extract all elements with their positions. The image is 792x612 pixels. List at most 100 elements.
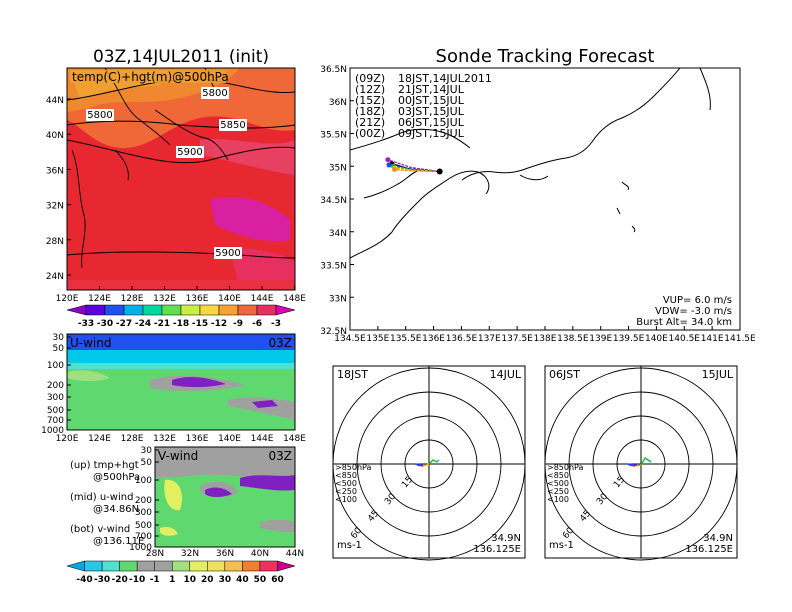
sonde-track xyxy=(394,168,440,173)
legend-time: 18JST,14JUL2011 xyxy=(398,72,492,85)
wind-colorbar-swatch xyxy=(119,560,138,572)
level-legend: >850hPa xyxy=(335,463,372,472)
u-wind-p-label: 500 xyxy=(47,406,64,416)
wind-colorbar-label: 30 xyxy=(219,575,232,585)
u-wind-lon-label: 132E xyxy=(153,434,176,444)
v-wind-frame xyxy=(154,446,296,548)
u-wind-lon-label: 144E xyxy=(251,434,274,444)
wind-colorbar-label: -1 xyxy=(150,575,160,585)
forecast-lon-label: 141.5E xyxy=(724,334,756,344)
contour-label-bg xyxy=(86,109,114,121)
contour-label-bg xyxy=(214,247,242,259)
colorbar-swatch xyxy=(104,304,125,316)
v-wind-lat-label: 28N xyxy=(146,549,164,559)
v-wind-label: V-wind xyxy=(158,449,198,463)
map-lon-label: 148E xyxy=(283,294,306,304)
colorbar-swatch xyxy=(199,304,220,316)
burst-point xyxy=(385,157,391,163)
forecast-lon-label: 137E xyxy=(478,334,501,344)
contour-label: 5800 xyxy=(87,110,112,121)
level-legend: <850 xyxy=(335,471,357,480)
v-wind-p-label: 100 xyxy=(135,476,152,486)
level-legend: <100 xyxy=(335,495,357,504)
burst-point xyxy=(392,167,398,173)
level-legend: <500 xyxy=(335,479,357,488)
colorbar-label: -24 xyxy=(135,319,151,329)
wind-profile-trace xyxy=(648,459,652,463)
note-up: (up) tmp+hgt xyxy=(70,460,139,471)
map-lat-label: 36N xyxy=(46,166,64,176)
forecast-lon-label: 138E xyxy=(534,334,557,344)
wind-colorbar-swatch xyxy=(171,560,191,572)
map-lat-ticks: 44N 40N 36N 32N 28N 24N xyxy=(46,96,71,282)
wind-colorbar-label: 1 xyxy=(169,575,175,585)
contour-label-bg xyxy=(219,119,247,131)
u-wind-frame xyxy=(66,333,296,431)
colorbar-label: -12 xyxy=(211,319,227,329)
colorbar-label: -3 xyxy=(271,319,281,329)
legend-run: (21Z) xyxy=(355,116,385,129)
u-wind-lon-label: 124E xyxy=(88,434,111,444)
contour-label: 5900 xyxy=(215,248,240,259)
wind-profile-trace xyxy=(634,464,642,467)
forecast-lon-label: 135.5E xyxy=(390,334,422,344)
v-wind-lat-label: 44N xyxy=(286,549,304,559)
forecast-lat-label: 35.5N xyxy=(320,131,347,141)
map-lat-label: 24N xyxy=(46,272,64,282)
colorbar-swatch xyxy=(142,304,163,316)
v-wind-time: 03Z xyxy=(269,449,293,463)
map-lat-label: 40N xyxy=(46,131,64,141)
vdw-value: VDW= -3.0 m/s xyxy=(655,306,732,317)
legend-run: (18Z) xyxy=(355,105,385,118)
forecast-lon-label: 136.5E xyxy=(446,334,478,344)
forecast-lon-label: 134.5E xyxy=(334,334,366,344)
map-frame xyxy=(66,67,296,291)
level-legend: <100 xyxy=(547,495,569,504)
u-wind-lon-label: 148E xyxy=(283,434,306,444)
wind-colorbar-swatch xyxy=(259,560,278,572)
level-legend: <250 xyxy=(547,487,569,496)
forecast-lat-label: 34.5N xyxy=(320,196,347,206)
legend-time: 03JST,15JUL xyxy=(398,105,465,118)
wind-profile-trace xyxy=(626,463,638,466)
wind-colorbar-swatch xyxy=(154,560,173,572)
map-lon-label: 120E xyxy=(56,294,79,304)
colorbar-swatch xyxy=(180,304,201,316)
panel-notes: (up) tmp+hgt @500hPa (mid) u-wind @34.86… xyxy=(70,460,144,547)
hodograph-date: 15JUL xyxy=(702,368,734,381)
colorbar-label: -21 xyxy=(154,319,170,329)
legend-run: (12Z) xyxy=(355,83,385,96)
forecast-coastline xyxy=(350,68,711,259)
forecast-lon-label: 140E xyxy=(645,334,668,344)
note-bot: (bot) v-wind xyxy=(70,524,130,535)
wind-colorbar-swatch xyxy=(207,560,226,572)
wind-profile-trace xyxy=(628,464,636,467)
map-lon-label: 144E xyxy=(251,294,274,304)
forecast-lon-label: 141E xyxy=(701,334,724,344)
level-legend: >850hPa xyxy=(547,463,584,472)
level-legend: <250 xyxy=(335,487,357,496)
hodograph-unit: ms-1 xyxy=(337,540,362,551)
v-wind-p-label: 700 xyxy=(135,532,152,542)
forecast-lon-label: 140.5E xyxy=(669,334,701,344)
forecast-lon-ticks: 134.5E 135E 135.5E 136E 136.5E 137E 137.5E 138E… xyxy=(334,326,756,344)
v-wind-p-label: 200 xyxy=(135,496,152,506)
forecast-lat-label: 36.5N xyxy=(320,65,347,75)
colorbar-swatch xyxy=(256,304,277,316)
wind-colorbar-swatch xyxy=(136,560,155,572)
u-wind-p-label: 50 xyxy=(53,344,65,354)
u-wind-p-label: 300 xyxy=(47,393,64,403)
colorbar-label: -9 xyxy=(233,319,243,329)
temperature-colorbar: -33 -30 -27 -24 -21 -18 -15 -12 -9 -6 -3 xyxy=(66,304,296,329)
legend-time: 21JST,14JUL xyxy=(398,83,465,96)
wind-colorbar-label: 60 xyxy=(271,575,284,585)
forecast-lat-ticks: 36.5N 36N 35.5N 35N 34.5N 34N 33.5N 33N 32.5N xyxy=(320,65,354,337)
contour-label: 5800 xyxy=(202,88,227,99)
hodograph-lon: 136.125E xyxy=(473,544,521,555)
contour-label-bg xyxy=(201,87,229,99)
colorbar-swatch xyxy=(237,304,258,316)
hodograph-time: 06JST xyxy=(549,368,580,381)
legend-time: 09JST,15JUL xyxy=(398,127,465,140)
